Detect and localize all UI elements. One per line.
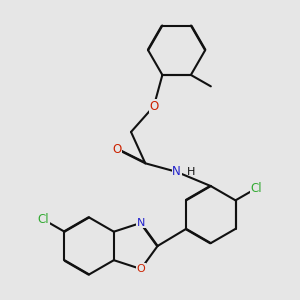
Text: N: N bbox=[172, 165, 181, 178]
Text: H: H bbox=[187, 167, 195, 177]
Text: Cl: Cl bbox=[251, 182, 262, 195]
Text: N: N bbox=[137, 218, 145, 228]
Text: O: O bbox=[136, 264, 145, 274]
Text: O: O bbox=[149, 100, 158, 113]
Text: O: O bbox=[112, 142, 122, 155]
Text: Cl: Cl bbox=[38, 213, 49, 226]
